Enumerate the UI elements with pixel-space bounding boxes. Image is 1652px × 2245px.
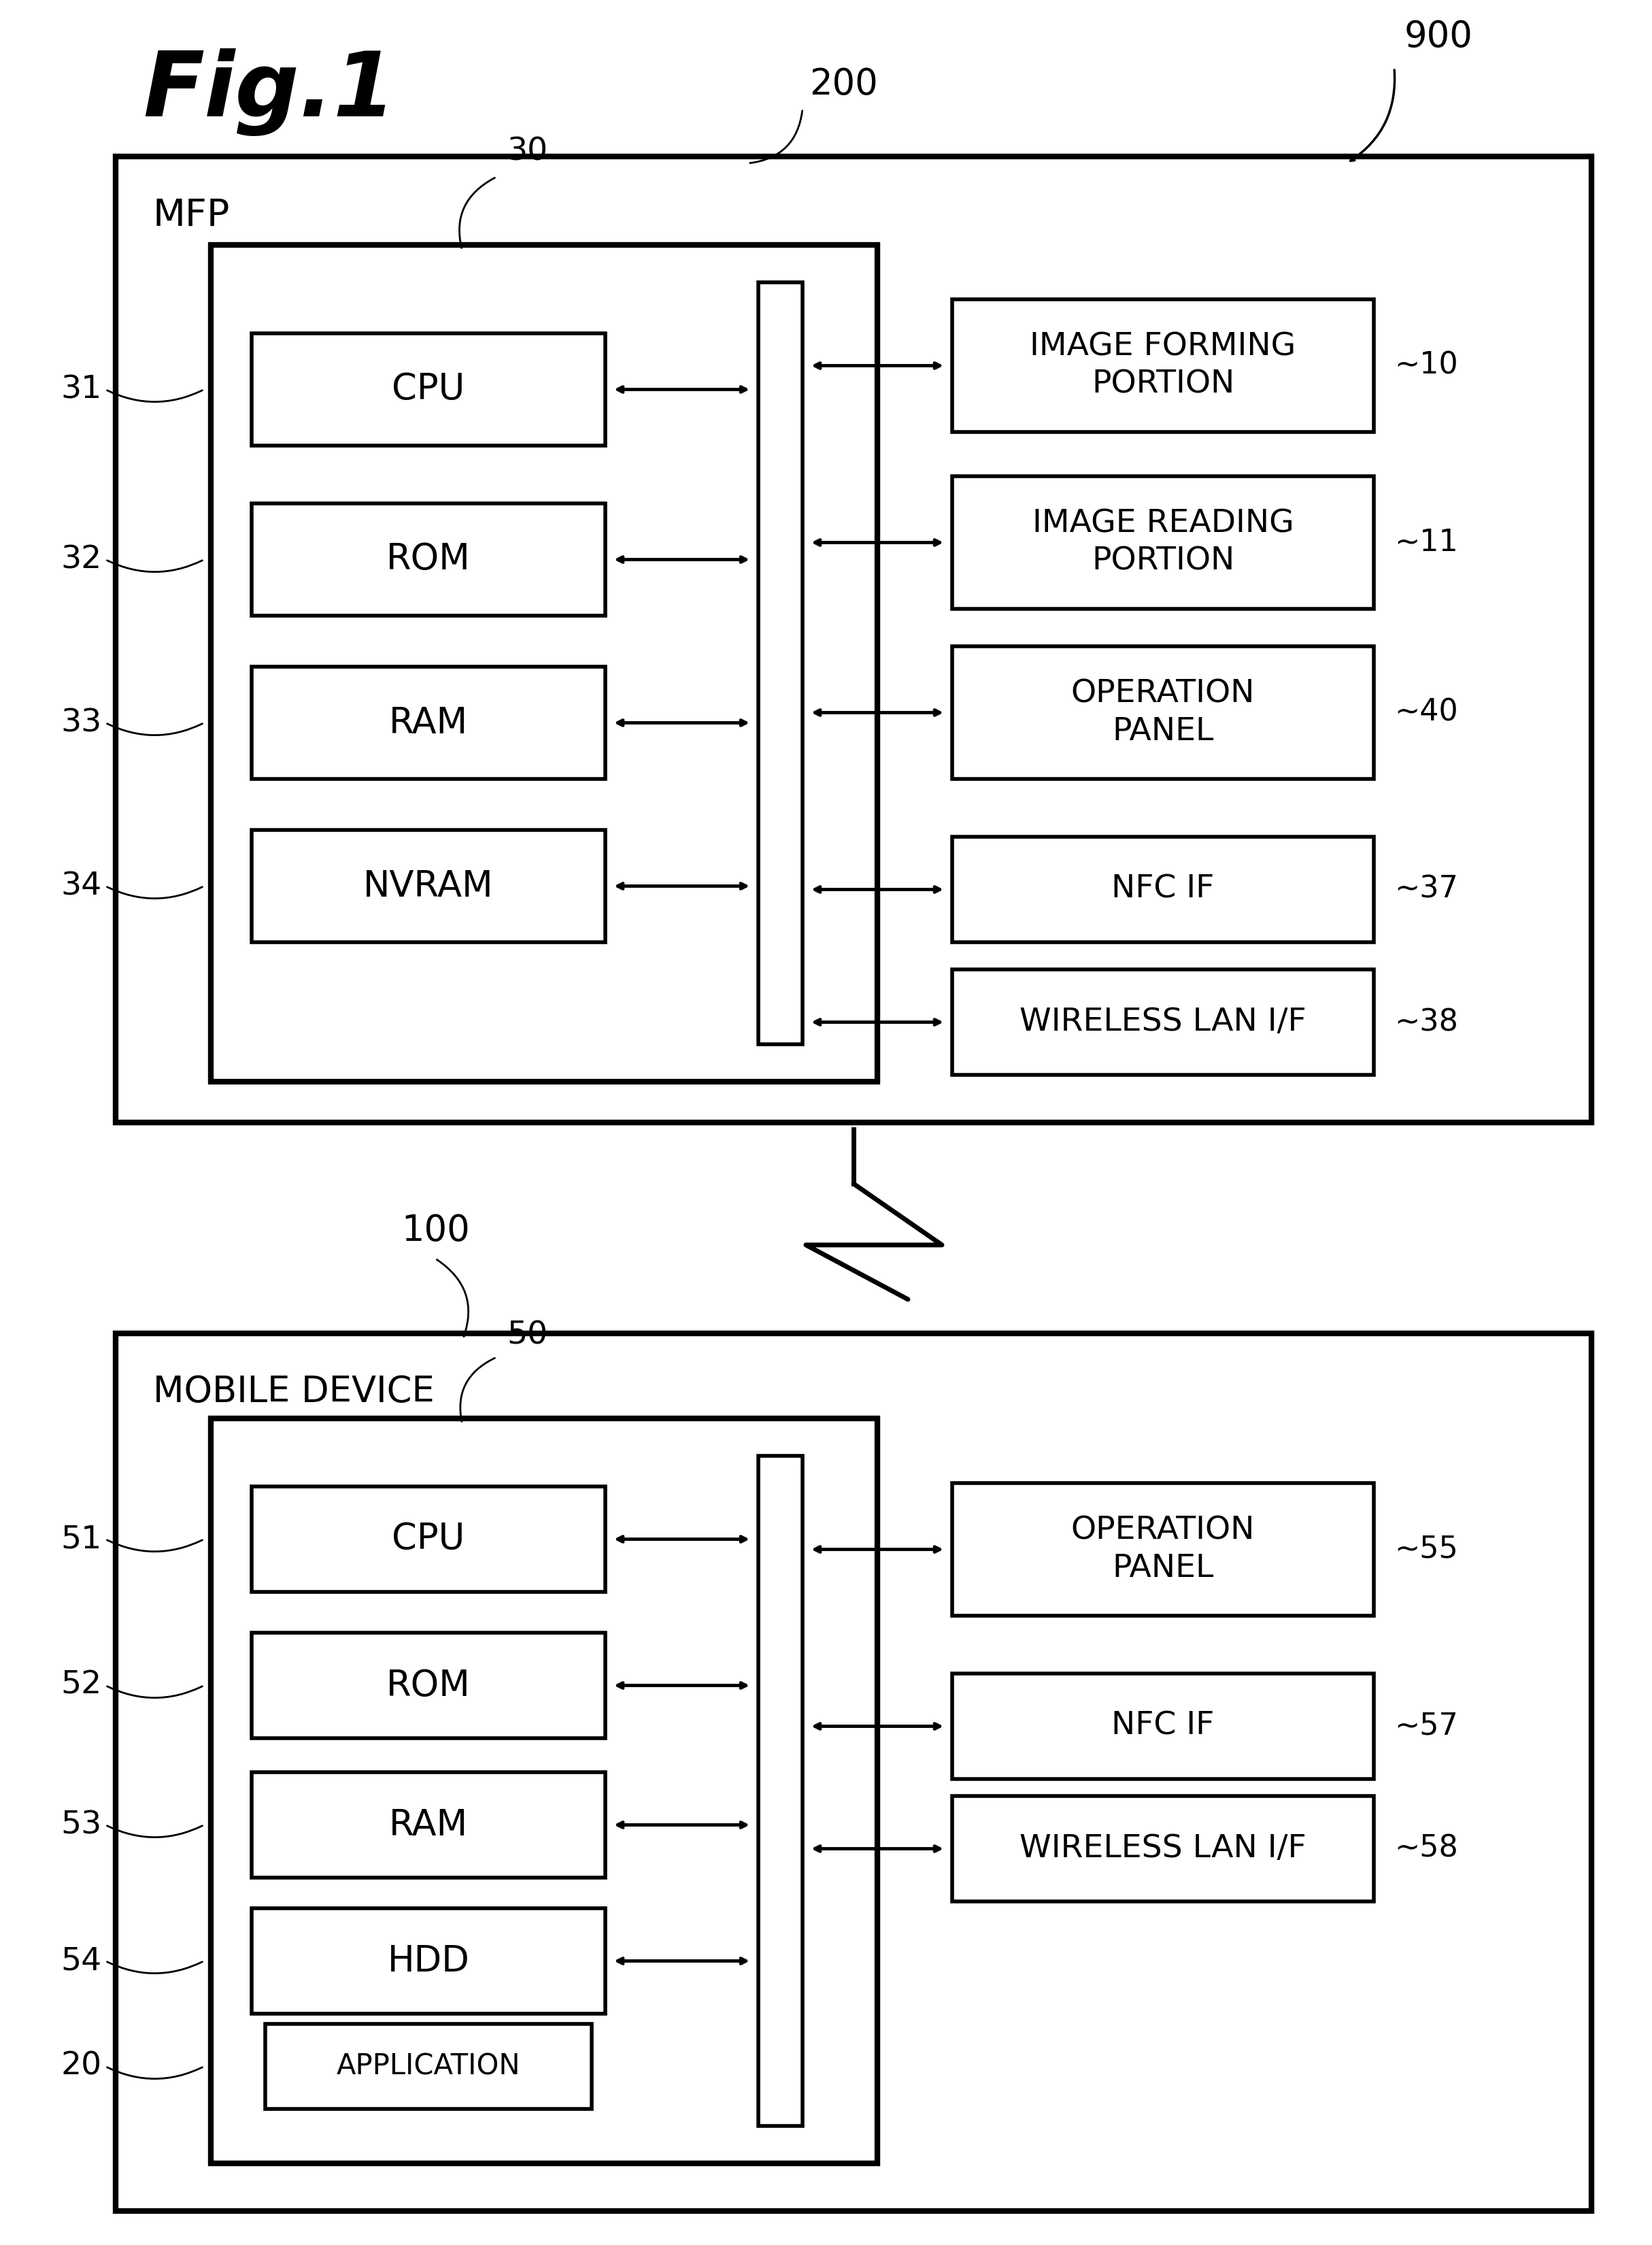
Bar — [952, 476, 1374, 608]
Text: 30: 30 — [507, 137, 547, 166]
Text: 200: 200 — [809, 67, 877, 101]
Bar — [116, 1334, 1591, 2211]
Bar — [211, 1419, 877, 2164]
Bar — [251, 831, 605, 943]
Bar — [116, 157, 1591, 1122]
Text: 900: 900 — [1404, 18, 1474, 54]
Bar — [952, 837, 1374, 943]
Text: NFC IF: NFC IF — [1112, 1711, 1214, 1742]
Text: APPLICATION: APPLICATION — [337, 2052, 520, 2081]
Text: CPU: CPU — [392, 1522, 464, 1556]
Text: ∼40: ∼40 — [1394, 698, 1459, 727]
Text: IMAGE FORMING
PORTION: IMAGE FORMING PORTION — [1029, 332, 1297, 400]
Bar — [251, 1771, 605, 1877]
Text: 51: 51 — [61, 1524, 102, 1554]
Bar — [266, 2025, 591, 2108]
Text: RAM: RAM — [388, 705, 468, 741]
Text: ∼57: ∼57 — [1394, 1711, 1459, 1740]
Text: WIRELESS LAN I/F: WIRELESS LAN I/F — [1019, 1834, 1307, 1863]
Bar — [758, 283, 803, 1044]
Text: NVRAM: NVRAM — [363, 869, 494, 905]
Text: ∼55: ∼55 — [1394, 1536, 1459, 1565]
Bar — [251, 667, 605, 779]
Text: ∼58: ∼58 — [1394, 1834, 1459, 1863]
Text: ∼11: ∼11 — [1394, 528, 1459, 557]
Text: HDD: HDD — [387, 1944, 469, 1978]
Bar — [952, 299, 1374, 431]
Text: 50: 50 — [507, 1320, 547, 1351]
Text: RAM: RAM — [388, 1807, 468, 1843]
Text: NFC IF: NFC IF — [1112, 873, 1214, 905]
Text: ROM: ROM — [387, 1668, 471, 1704]
Bar — [952, 647, 1374, 779]
Bar — [952, 1484, 1374, 1616]
Text: OPERATION
PANEL: OPERATION PANEL — [1070, 678, 1256, 748]
Text: WIRELESS LAN I/F: WIRELESS LAN I/F — [1019, 1006, 1307, 1037]
Bar — [251, 1632, 605, 1738]
Text: ∼37: ∼37 — [1394, 876, 1459, 905]
Bar — [251, 1486, 605, 1592]
Text: OPERATION
PANEL: OPERATION PANEL — [1070, 1515, 1256, 1583]
Text: 20: 20 — [61, 2052, 102, 2081]
Text: 54: 54 — [61, 1946, 102, 1976]
Bar — [758, 1455, 803, 2126]
Text: 52: 52 — [61, 1670, 102, 1702]
Bar — [251, 332, 605, 445]
Text: ROM: ROM — [387, 541, 471, 577]
Bar — [952, 1796, 1374, 1902]
Bar — [251, 503, 605, 615]
Text: ∼10: ∼10 — [1394, 350, 1459, 379]
Text: 33: 33 — [61, 707, 102, 739]
Text: MFP: MFP — [154, 198, 230, 233]
Text: CPU: CPU — [392, 373, 464, 406]
Text: 100: 100 — [401, 1212, 469, 1248]
Text: ∼38: ∼38 — [1394, 1008, 1459, 1037]
Text: Fig.1: Fig.1 — [142, 47, 396, 135]
Text: 53: 53 — [61, 1809, 102, 1841]
Text: IMAGE READING
PORTION: IMAGE READING PORTION — [1032, 507, 1294, 577]
Text: 31: 31 — [61, 375, 102, 404]
Bar — [952, 1673, 1374, 1778]
Bar — [211, 245, 877, 1082]
Text: 34: 34 — [61, 871, 102, 902]
Bar — [952, 970, 1374, 1075]
Text: MOBILE DEVICE: MOBILE DEVICE — [154, 1374, 434, 1410]
Bar — [251, 1908, 605, 2014]
Text: 32: 32 — [61, 543, 102, 575]
